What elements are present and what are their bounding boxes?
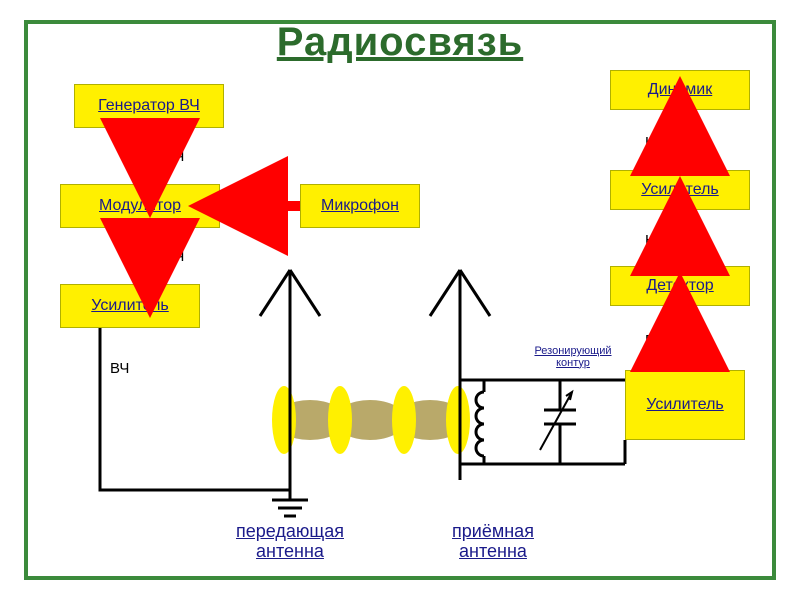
block-amplifier-tx: Усилитель xyxy=(60,284,200,328)
block-speaker: Динамик xyxy=(610,70,750,110)
block-amplifier-rx1: Усилитель xyxy=(625,370,745,440)
block-amplifier-rx2: Усилитель xyxy=(610,170,750,210)
block-label: Модулятор xyxy=(99,197,181,215)
block-label: Динамик xyxy=(648,81,712,99)
arrow-label: НЧ xyxy=(645,134,666,151)
block-microphone: Микрофон xyxy=(300,184,420,228)
arrow-label: НЧ xyxy=(645,232,666,249)
block-label: Микрофон xyxy=(321,197,399,215)
block-label: Усилитель xyxy=(91,297,169,315)
block-label: Детектор xyxy=(646,277,713,295)
arrow-label: ВЧ xyxy=(645,332,664,349)
arrow-label: ВЧ xyxy=(165,248,184,265)
arrow-label: НЧ xyxy=(248,180,269,197)
wire-label-vch: ВЧ xyxy=(110,360,129,377)
arrow-label: ВЧ xyxy=(165,148,184,165)
rx-antenna-caption: приёмная антенна xyxy=(418,522,568,562)
resonant-circuit-label: Резонирующий контур xyxy=(518,346,628,369)
block-generator: Генератор ВЧ xyxy=(74,84,224,128)
diagram-title: Радиосвязь xyxy=(277,20,523,65)
block-detector: Детектор xyxy=(610,266,750,306)
tx-antenna-caption: передающая антенна xyxy=(200,522,380,562)
block-label: Генератор ВЧ xyxy=(98,97,200,115)
block-label: Усилитель xyxy=(641,181,719,199)
block-label: Усилитель xyxy=(646,396,724,414)
block-modulator: Модулятор xyxy=(60,184,220,228)
